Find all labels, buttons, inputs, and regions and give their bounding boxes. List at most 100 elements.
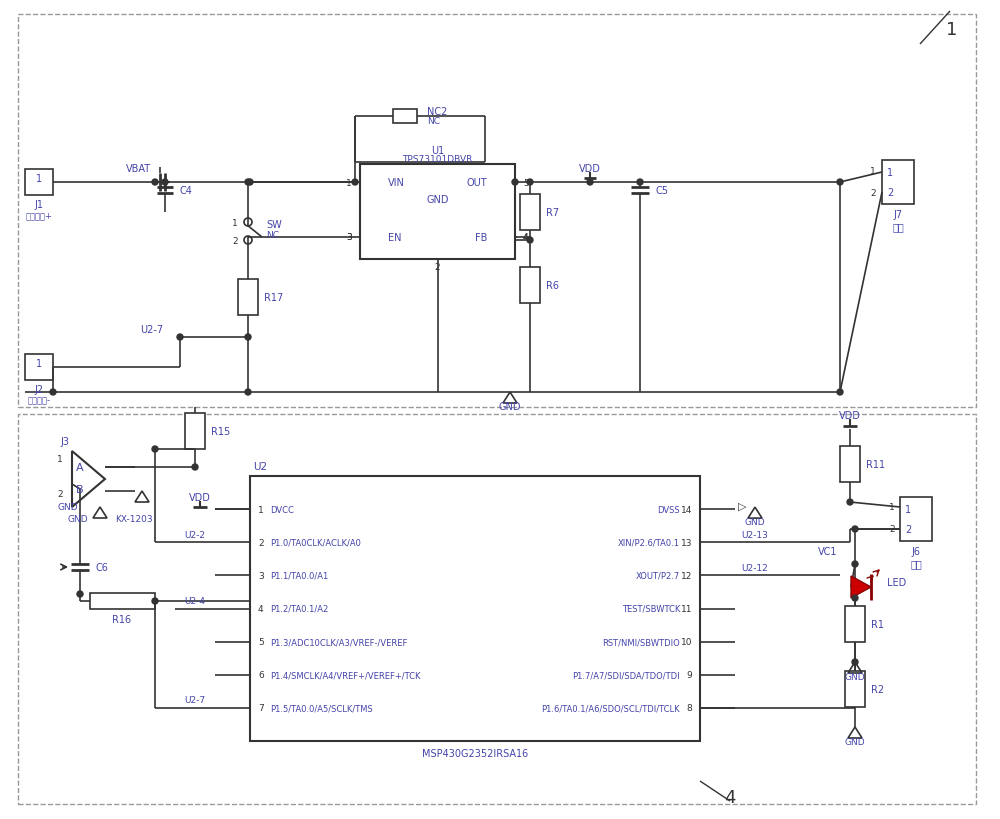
Text: GND: GND bbox=[57, 503, 78, 512]
Bar bbox=[845, 606, 865, 642]
Text: C6: C6 bbox=[95, 563, 108, 572]
Text: J7: J7 bbox=[893, 210, 903, 219]
Text: 4: 4 bbox=[523, 233, 529, 242]
Text: P1.3/ADC10CLK/A3/VREF-/VEREF: P1.3/ADC10CLK/A3/VREF-/VEREF bbox=[270, 637, 407, 646]
Bar bbox=[90, 593, 155, 609]
Text: 11: 11 bbox=[680, 604, 692, 613]
Circle shape bbox=[162, 180, 168, 186]
Text: U2-2: U2-2 bbox=[185, 530, 206, 539]
Polygon shape bbox=[851, 577, 871, 598]
Bar bbox=[18, 414, 976, 804]
Text: P1.0/TA0CLK/ACLK/A0: P1.0/TA0CLK/ACLK/A0 bbox=[270, 538, 361, 547]
Text: R11: R11 bbox=[866, 459, 885, 469]
Text: U2: U2 bbox=[253, 461, 267, 472]
Text: VDD: VDD bbox=[579, 164, 601, 174]
Text: 9: 9 bbox=[686, 671, 692, 680]
Bar bbox=[238, 279, 258, 315]
Circle shape bbox=[587, 180, 593, 186]
Text: 2: 2 bbox=[905, 524, 911, 534]
Text: NC: NC bbox=[266, 230, 279, 239]
Text: TEST/SBWTCK: TEST/SBWTCK bbox=[622, 604, 680, 613]
Bar bbox=[18, 15, 976, 408]
Text: 2: 2 bbox=[889, 525, 895, 534]
Text: J2: J2 bbox=[34, 385, 44, 395]
Text: FB: FB bbox=[475, 233, 487, 242]
Text: 5: 5 bbox=[258, 637, 264, 646]
Text: 2: 2 bbox=[232, 236, 238, 245]
Text: ▷: ▷ bbox=[738, 501, 746, 512]
Text: B: B bbox=[76, 484, 84, 495]
Text: P1.6/TA0.1/A6/SDO/SCL/TDI/TCLK: P1.6/TA0.1/A6/SDO/SCL/TDI/TCLK bbox=[541, 704, 680, 713]
Text: 2: 2 bbox=[258, 538, 264, 547]
Text: 电池垫片-: 电池垫片- bbox=[28, 396, 51, 405]
Text: GND: GND bbox=[845, 672, 865, 681]
Circle shape bbox=[512, 180, 518, 186]
Text: VDD: VDD bbox=[839, 410, 861, 420]
Text: VDD: VDD bbox=[189, 492, 211, 503]
Text: U2-13: U2-13 bbox=[742, 530, 768, 539]
Text: 6: 6 bbox=[258, 671, 264, 680]
Circle shape bbox=[245, 390, 251, 396]
Circle shape bbox=[847, 500, 853, 505]
Text: XIN/P2.6/TA0.1: XIN/P2.6/TA0.1 bbox=[618, 538, 680, 547]
Bar bbox=[900, 497, 932, 541]
Text: VBAT: VBAT bbox=[125, 164, 151, 174]
Text: 触点: 触点 bbox=[910, 559, 922, 568]
Text: 1: 1 bbox=[232, 218, 238, 227]
Text: 1: 1 bbox=[258, 505, 264, 514]
Circle shape bbox=[852, 561, 858, 568]
Text: R6: R6 bbox=[546, 281, 559, 291]
Circle shape bbox=[192, 464, 198, 470]
Text: 3: 3 bbox=[258, 571, 264, 580]
Circle shape bbox=[152, 446, 158, 452]
Bar bbox=[25, 355, 53, 381]
Text: 触点: 触点 bbox=[892, 222, 904, 232]
Text: 10: 10 bbox=[680, 637, 692, 646]
Bar bbox=[185, 414, 205, 450]
Bar bbox=[520, 195, 540, 231]
Text: GND: GND bbox=[745, 517, 765, 526]
Circle shape bbox=[352, 180, 358, 186]
Text: 3: 3 bbox=[346, 233, 352, 242]
Circle shape bbox=[527, 238, 533, 244]
Text: P1.1/TA0.0/A1: P1.1/TA0.0/A1 bbox=[270, 571, 328, 580]
Text: P1.5/TA0.0/A5/SCLK/TMS: P1.5/TA0.0/A5/SCLK/TMS bbox=[270, 704, 373, 713]
Text: VC1: VC1 bbox=[818, 546, 837, 556]
Text: TPS73101DBVR: TPS73101DBVR bbox=[402, 156, 473, 165]
Circle shape bbox=[152, 180, 158, 186]
Text: R1: R1 bbox=[871, 619, 884, 629]
Text: A: A bbox=[76, 463, 84, 473]
Text: U1: U1 bbox=[431, 146, 444, 156]
Circle shape bbox=[247, 180, 253, 186]
Bar bbox=[250, 477, 700, 741]
Circle shape bbox=[852, 527, 858, 532]
Text: NC: NC bbox=[427, 117, 440, 126]
Text: 4: 4 bbox=[258, 604, 264, 613]
Text: 13: 13 bbox=[680, 538, 692, 547]
Text: MSP430G2352IRSA16: MSP430G2352IRSA16 bbox=[422, 748, 528, 758]
Text: P1.4/SMCLK/A4/VREF+/VEREF+/TCK: P1.4/SMCLK/A4/VREF+/VEREF+/TCK bbox=[270, 671, 421, 680]
Circle shape bbox=[637, 180, 643, 186]
Circle shape bbox=[77, 591, 83, 597]
Circle shape bbox=[852, 595, 858, 601]
Text: 4: 4 bbox=[724, 788, 736, 806]
Text: 1: 1 bbox=[36, 359, 42, 369]
Text: NC2: NC2 bbox=[427, 106, 447, 117]
Text: EN: EN bbox=[388, 233, 402, 242]
Circle shape bbox=[177, 335, 183, 341]
Text: 7: 7 bbox=[258, 704, 264, 713]
Bar bbox=[25, 170, 53, 196]
Text: 电池垫片+: 电池垫片+ bbox=[26, 211, 52, 220]
Bar bbox=[393, 110, 417, 124]
Text: 1: 1 bbox=[870, 166, 876, 175]
Text: 1: 1 bbox=[889, 503, 895, 512]
Text: U2-4: U2-4 bbox=[185, 596, 206, 605]
Text: C5: C5 bbox=[655, 186, 668, 196]
Text: GND: GND bbox=[499, 401, 521, 411]
Text: 2: 2 bbox=[435, 263, 440, 272]
Text: J1: J1 bbox=[35, 200, 44, 210]
Text: 2: 2 bbox=[57, 490, 63, 499]
Circle shape bbox=[527, 180, 533, 186]
Circle shape bbox=[837, 390, 843, 396]
Text: C4: C4 bbox=[179, 186, 192, 196]
